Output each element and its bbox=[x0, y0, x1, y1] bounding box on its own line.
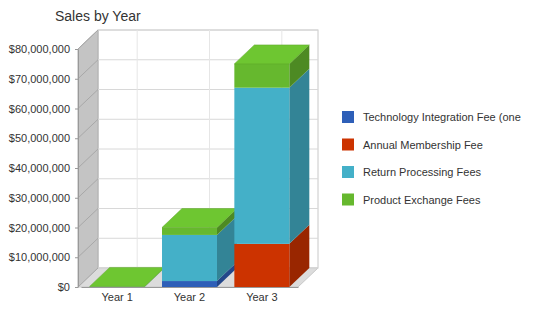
grid bbox=[78, 30, 318, 287]
y-tick-mark bbox=[75, 109, 78, 110]
x-tick-label: Year 2 bbox=[174, 291, 205, 303]
x-axis: Year 1 Year 2 Year 3 bbox=[82, 287, 299, 303]
bar bbox=[162, 235, 217, 281]
bar bbox=[162, 281, 217, 287]
bar bbox=[234, 64, 289, 88]
bar bbox=[234, 244, 289, 287]
y-tick-label: $0 bbox=[58, 281, 70, 293]
legend-label: Technology Integration Fee (one bbox=[363, 111, 521, 123]
legend-label: Annual Membership Fee bbox=[363, 139, 483, 151]
y-tick-mark bbox=[75, 168, 78, 169]
y-tick-mark bbox=[75, 228, 78, 229]
legend-swatch bbox=[342, 111, 354, 123]
legend-label: Return Processing Fees bbox=[363, 166, 481, 178]
y-tick-label: $80,000,000 bbox=[9, 43, 70, 55]
grid-line bbox=[98, 30, 318, 31]
bar-side bbox=[289, 69, 309, 244]
y-tick-mark bbox=[75, 287, 78, 288]
y-tick-mark bbox=[75, 198, 78, 199]
y-tick-label: $50,000,000 bbox=[9, 132, 70, 144]
plot-background bbox=[78, 30, 318, 287]
y-tick-label: $20,000,000 bbox=[9, 222, 70, 234]
y-tick: $70,000,000 bbox=[9, 73, 78, 85]
y-tick-label: $10,000,000 bbox=[9, 251, 70, 263]
grid-line-wall bbox=[78, 238, 98, 257]
y-tick-label: $70,000,000 bbox=[9, 73, 70, 85]
bar-top bbox=[234, 45, 309, 64]
legend-item: Technology Integration Fee (one bbox=[342, 111, 521, 123]
grid-line-wall bbox=[78, 30, 98, 49]
y-tick: $50,000,000 bbox=[9, 132, 78, 144]
bar bbox=[162, 228, 217, 235]
legend-item: Product Exchange Fees bbox=[342, 194, 481, 206]
x-axis-line bbox=[82, 287, 299, 288]
grid-line-wall bbox=[78, 119, 98, 138]
side-wall bbox=[78, 30, 98, 287]
chart: Sales by Year $0 $10,000,000 $20,000,000 $30… bbox=[0, 0, 550, 318]
y-tick: $60,000,000 bbox=[9, 103, 78, 115]
y-tick-label: $60,000,000 bbox=[9, 103, 70, 115]
grid-line-wall bbox=[78, 149, 98, 168]
legend-swatch bbox=[342, 166, 354, 178]
x-tick: Year 3 bbox=[246, 287, 277, 303]
x-tick: Year 2 bbox=[174, 287, 205, 303]
bar bbox=[234, 88, 289, 244]
grid-line-wall bbox=[78, 209, 98, 228]
grid-line-wall bbox=[78, 90, 98, 109]
y-tick: $0 bbox=[58, 281, 78, 293]
bars bbox=[90, 45, 310, 287]
x-tick: Year 1 bbox=[101, 287, 132, 303]
legend-swatch bbox=[342, 139, 354, 151]
y-tick-label: $40,000,000 bbox=[9, 162, 70, 174]
grid-line-wall bbox=[78, 60, 98, 79]
legend-item: Annual Membership Fee bbox=[342, 139, 483, 151]
y-axis: $0 $10,000,000 $20,000,000 $30,000,000 $40,0… bbox=[9, 43, 79, 293]
y-tick-mark bbox=[75, 257, 78, 258]
grid-line-wall bbox=[78, 179, 98, 198]
y-tick: $40,000,000 bbox=[9, 162, 78, 174]
chart-title: Sales by Year bbox=[55, 8, 141, 24]
y-tick-mark bbox=[75, 79, 78, 80]
x-tick-label: Year 1 bbox=[101, 291, 132, 303]
legend-swatch bbox=[342, 194, 354, 206]
y-axis-line bbox=[78, 50, 79, 288]
y-tick-label: $30,000,000 bbox=[9, 192, 70, 204]
legend-label: Product Exchange Fees bbox=[363, 194, 481, 206]
legend: Technology Integration Fee (one Annual Me… bbox=[342, 111, 521, 206]
grid-line-vertical bbox=[137, 30, 138, 268]
y-tick: $80,000,000 bbox=[9, 43, 78, 55]
back-wall bbox=[98, 30, 318, 268]
y-tick: $30,000,000 bbox=[9, 192, 78, 204]
y-tick: $10,000,000 bbox=[9, 251, 78, 263]
y-tick: $20,000,000 bbox=[9, 222, 78, 234]
y-tick-mark bbox=[75, 138, 78, 139]
y-tick-mark bbox=[75, 49, 78, 50]
legend-item: Return Processing Fees bbox=[342, 166, 481, 178]
bar-top bbox=[90, 267, 165, 286]
bar-top bbox=[162, 209, 237, 228]
x-tick-label: Year 3 bbox=[246, 291, 277, 303]
